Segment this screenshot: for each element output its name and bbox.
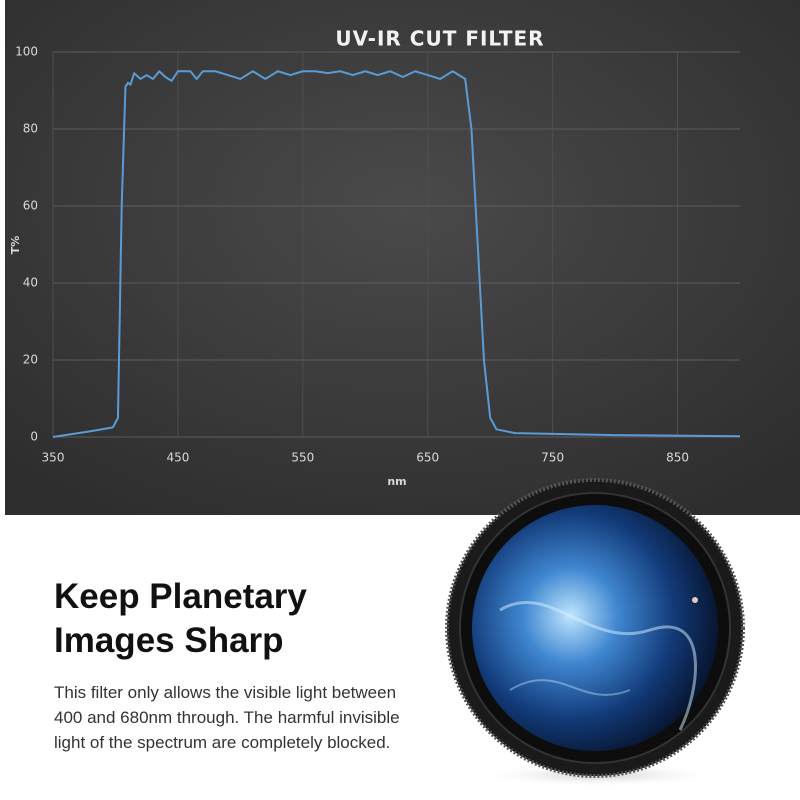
- x-tick-label: 450: [166, 451, 189, 465]
- heading-line: Keep Planetary: [54, 577, 307, 616]
- description-line: This filter only allows the visible ligh…: [54, 683, 397, 702]
- description-line: 400 and 680nm through. The harmful invis…: [54, 708, 400, 727]
- y-tick-label: 20: [23, 353, 38, 367]
- description-line: light of the spectrum are completely blo…: [54, 733, 391, 752]
- y-tick-label: 0: [30, 430, 38, 444]
- heading: Keep Planetary Images Sharp: [54, 575, 307, 663]
- y-tick-label: 40: [23, 276, 38, 290]
- description: This filter only allows the visible ligh…: [54, 680, 400, 755]
- x-tick-label: 850: [666, 451, 689, 465]
- x-tick-label: 550: [291, 451, 314, 465]
- heading-line: Images Sharp: [54, 621, 284, 660]
- y-tick-label: 60: [23, 199, 38, 213]
- x-axis-title: nm: [387, 475, 406, 488]
- y-axis-title: T%: [9, 236, 22, 255]
- y-tick-label: 80: [23, 122, 38, 136]
- chart-background: [5, 0, 800, 515]
- x-tick-label: 350: [42, 451, 65, 465]
- data-line: [52, 70, 741, 438]
- x-tick-label: 750: [541, 451, 564, 465]
- chart-title: UV-IR CUT FILTER: [335, 27, 544, 51]
- x-tick-label: 650: [416, 451, 439, 465]
- y-tick-label: 100: [15, 45, 38, 59]
- filter-lens-image: [445, 478, 745, 787]
- chart: UV-IR CUT FILTER T% nm 0 20 40 60 80 100 350 45…: [5, 0, 800, 515]
